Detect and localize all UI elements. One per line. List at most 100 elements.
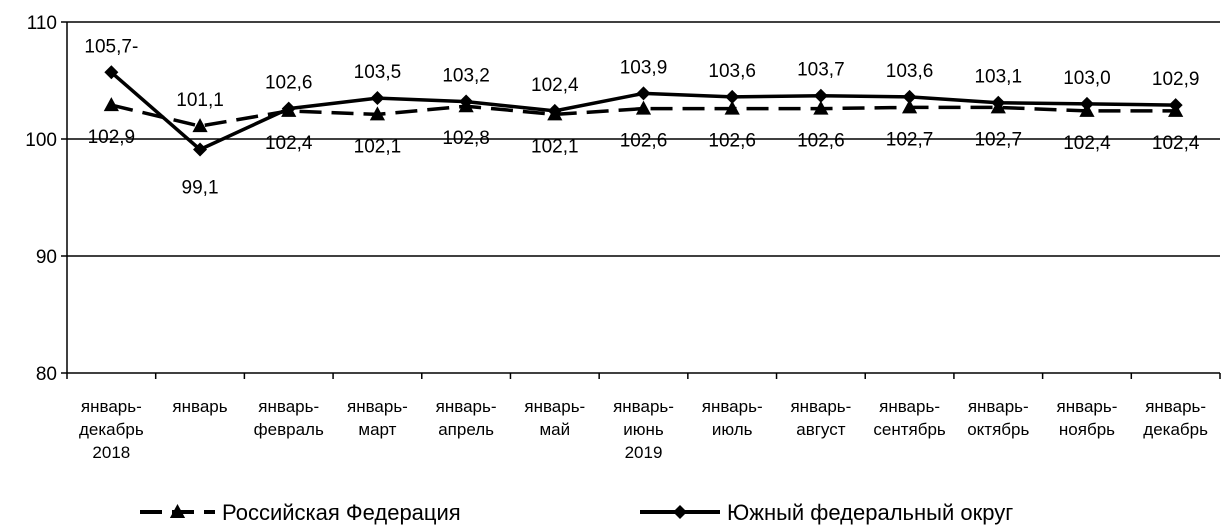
x-category-line: 2018: [92, 443, 130, 462]
data-label: 102,8: [442, 128, 490, 149]
data-label: 105,7-: [84, 36, 138, 57]
data-label: 102,4: [1152, 133, 1200, 154]
data-label: 103,6: [886, 61, 934, 82]
x-category-line: сентябрь: [873, 420, 946, 439]
x-category-line: январь-: [81, 397, 142, 416]
data-label: 102,6: [620, 131, 668, 152]
x-category-label: январь-февраль: [254, 397, 324, 439]
y-axis-ticks: 80 90 100 110: [25, 13, 57, 385]
triangle-marker: [192, 118, 208, 133]
data-label: 103,5: [354, 62, 402, 83]
data-label: 102,4: [531, 75, 579, 96]
diamond-marker: [547, 103, 562, 118]
data-label: 101,1: [176, 90, 224, 111]
diamond-marker: [1079, 96, 1094, 111]
x-category-line: май: [539, 420, 570, 439]
diamond-marker: [725, 89, 740, 104]
data-label: 102,6: [797, 131, 845, 152]
data-label: 102,9: [88, 127, 136, 148]
legend: Российская Федерация Южный федеральный ок…: [140, 500, 1013, 525]
x-category-label: январь-июль: [702, 397, 763, 439]
x-category-line: январь-: [968, 397, 1029, 416]
diamond-marker: [813, 88, 828, 103]
x-category-line: апрель: [438, 420, 494, 439]
x-category-label: январь-апрель: [436, 397, 497, 439]
diamond-marker: [1168, 98, 1183, 113]
data-labels: 102,9 105,7- 101,1 99,1 102,4 102,6 102,1 103,5…: [84, 36, 1199, 198]
data-label: 102,7: [974, 129, 1022, 150]
triangle-marker: [369, 106, 386, 121]
data-label: 103,0: [1063, 68, 1111, 89]
x-category-line: январь-: [790, 397, 851, 416]
x-category-line: октябрь: [967, 420, 1029, 439]
data-label: 103,2: [442, 66, 490, 87]
data-label: 103,6: [708, 61, 756, 82]
x-category-line: декабрь: [1143, 420, 1208, 439]
x-category-line: 2019: [625, 443, 663, 462]
x-category-label: январь-июнь 2019: [613, 397, 674, 462]
x-category-label: январь-май: [524, 397, 585, 439]
data-label: 103,7: [797, 60, 845, 81]
triangle-marker: [813, 100, 829, 115]
data-label: 103,1: [974, 67, 1022, 88]
legend-label: Российская Федерация: [222, 500, 461, 525]
x-category-line: март: [358, 420, 396, 439]
x-category-line: январь-: [702, 397, 763, 416]
x-category-line: июль: [712, 420, 753, 439]
data-label: 102,6: [708, 131, 756, 152]
diamond-marker: [991, 95, 1006, 110]
data-label: 102,1: [354, 136, 402, 157]
y-tick-label: 100: [25, 130, 57, 151]
data-label: 102,4: [265, 133, 313, 154]
diamond-marker: [281, 101, 296, 116]
x-category-line: июнь: [623, 420, 664, 439]
diamond-marker: [193, 142, 208, 157]
diamond-marker: [636, 86, 651, 101]
diamond-marker: [370, 91, 385, 106]
x-category-label: январь-октябрь: [967, 397, 1029, 439]
data-label: 99,1: [182, 178, 219, 199]
diamond-marker: [459, 94, 474, 109]
x-category-label: январь-август: [790, 397, 851, 439]
triangle-marker: [724, 100, 740, 115]
data-label: 102,7: [886, 129, 934, 150]
x-category-line: январь-: [258, 397, 319, 416]
series-markers: [103, 65, 1184, 157]
x-category-line: январь-: [1145, 397, 1206, 416]
x-category-label: январь-декабрь: [1143, 397, 1208, 439]
data-label: 102,1: [531, 136, 579, 157]
triangle-marker: [901, 99, 918, 114]
data-label: 102,6: [265, 73, 313, 94]
y-tick-label: 80: [36, 364, 57, 385]
x-category-line: январь: [172, 397, 227, 416]
x-category-line: январь-: [347, 397, 408, 416]
data-label: 103,9: [620, 57, 668, 78]
diamond-marker: [104, 65, 119, 80]
x-category-line: декабрь: [79, 420, 144, 439]
x-category-label: январь-ноябрь: [1057, 397, 1118, 439]
x-category-label: январь-март: [347, 397, 408, 439]
legend-diamond-marker: [673, 505, 687, 519]
triangle-marker: [103, 97, 119, 112]
x-category-line: январь-: [436, 397, 497, 416]
axes: [61, 21, 1221, 379]
triangle-marker: [635, 100, 652, 115]
x-category-line: август: [796, 420, 845, 439]
y-tick-label: 110: [27, 13, 57, 34]
x-category-line: февраль: [254, 420, 324, 439]
y-tick-label: 90: [36, 247, 57, 268]
x-category-line: ноябрь: [1059, 420, 1115, 439]
gridlines: [67, 21, 1220, 257]
x-category-line: январь-: [613, 397, 674, 416]
x-category-label: январь: [172, 397, 227, 416]
x-category-line: январь-: [1057, 397, 1118, 416]
data-label: 102,9: [1152, 69, 1200, 90]
diamond-marker: [902, 89, 917, 104]
legend-triangle-marker: [169, 504, 186, 518]
x-category-line: январь-: [524, 397, 585, 416]
legend-label: Южный федеральный округ: [727, 500, 1013, 525]
x-category-label: январь-декабрь 2018: [79, 397, 144, 462]
x-category-label: январь-сентябрь: [873, 397, 946, 439]
